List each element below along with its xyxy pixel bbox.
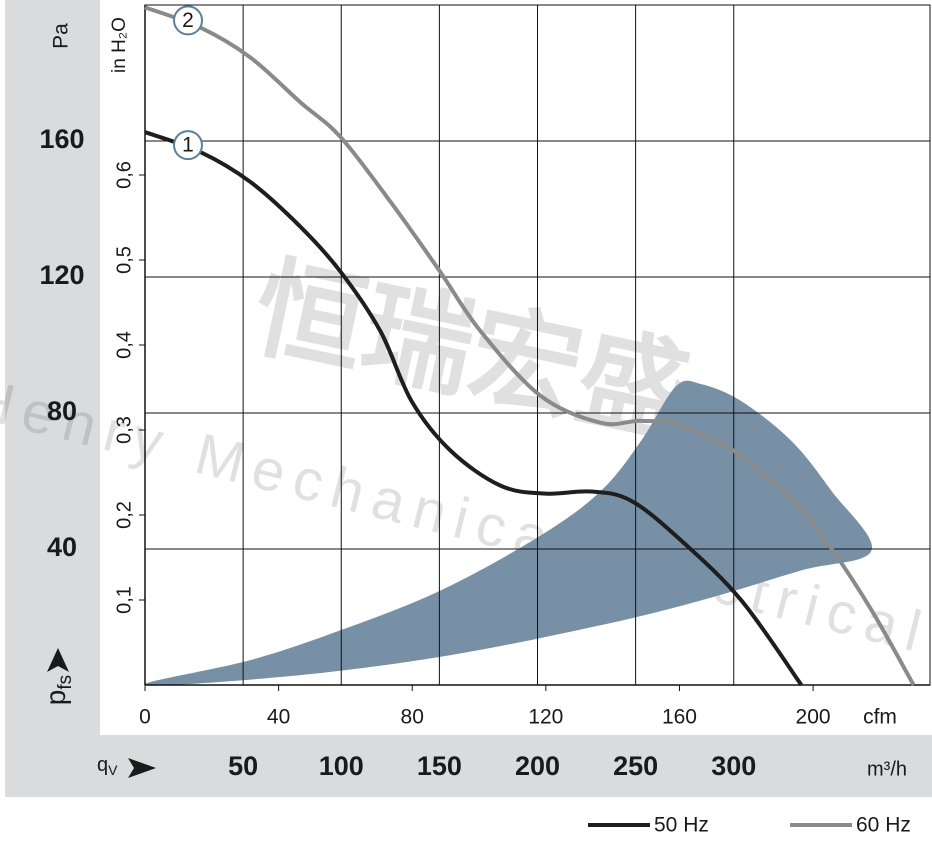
x2-tick-label: 300 [711,751,756,781]
x-tick-label: 160 [662,706,697,729]
curve-marker [173,130,203,161]
y-tick-label: 160 [39,124,84,154]
curve-marker [173,5,203,36]
x2-label-main: q [97,754,108,776]
y-label-sub: fs [55,675,76,690]
y2-tick-label: 0,5 [113,246,135,274]
x-tick-label: 0 [139,706,151,729]
operating-range [144,380,873,686]
curve-marker-label: 2 [182,9,194,32]
x-tick-label: 120 [528,706,563,729]
x2-tick-label: 50 [228,751,258,781]
y-tick-label: 40 [47,532,77,562]
x2-label-sub: V [108,762,118,778]
x2-tick-label: 150 [417,751,462,781]
x2-tick-label: 200 [515,751,560,781]
legend-label: 60 Hz [856,814,911,837]
y-label-main: p [40,690,71,706]
y2-tick-label: 0,3 [113,416,135,444]
x2-label: qV [97,754,118,777]
y2-tick-label: 0,1 [113,586,135,614]
y-tick-label: 120 [39,260,84,290]
fan-curve [144,5,916,686]
bottom-panel [5,735,932,797]
x-tick-label: 80 [401,706,424,729]
x-tick-label: 40 [267,706,290,729]
x2-tick-label: 250 [613,751,658,781]
y-arrow [47,648,69,672]
y2-unit: in H₂O [109,17,130,73]
y2-tick-label: 0,2 [113,501,135,529]
curve-marker-label: 1 [182,134,194,157]
y-label: pfs [40,675,76,705]
y-tick-label: 80 [47,396,77,426]
y2-tick-label: 0,4 [113,331,135,359]
y-label-text: pfs [40,675,76,705]
legend-label: 50 Hz [654,814,709,837]
x-unit: cfm [863,706,897,729]
y-unit: Pa [50,23,73,49]
x2-tick-label: 100 [319,751,364,781]
x2-unit: m³/h [867,758,907,780]
x-tick-label: 200 [796,706,831,729]
x2-arrow [128,758,156,778]
fan-curve [144,130,804,687]
y2-tick-label: 0,6 [113,161,135,189]
